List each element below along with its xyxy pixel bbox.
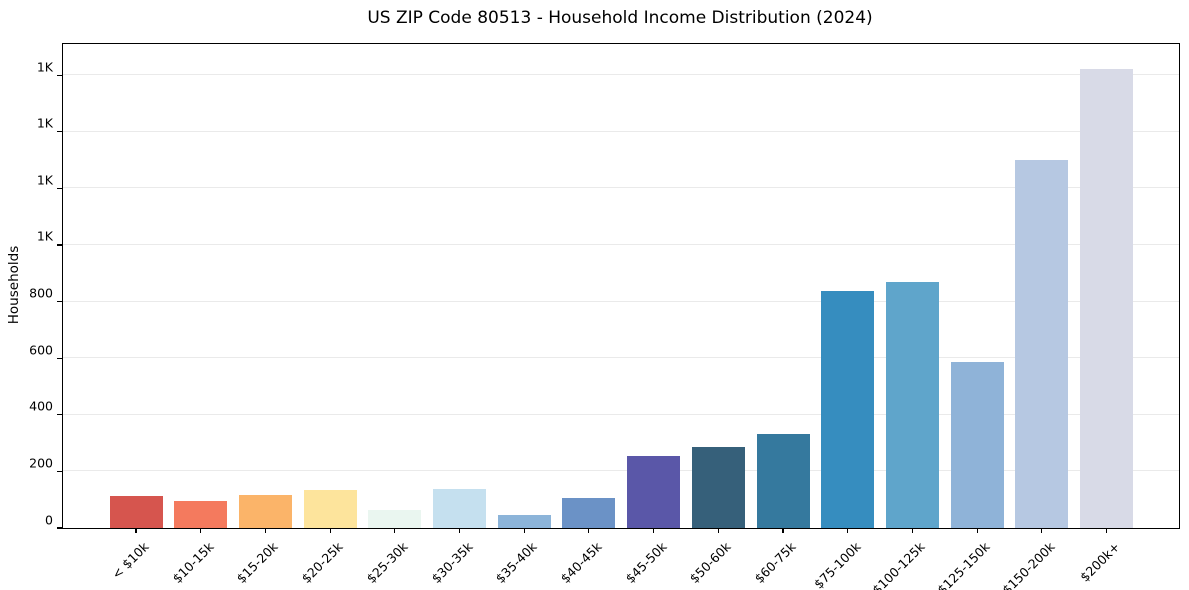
x-tick-label: $100-125k (869, 539, 928, 590)
x-tick-mark (200, 528, 202, 533)
x-tick-label: $60-75k (751, 539, 799, 587)
x-tick-mark (976, 528, 978, 533)
x-tick-mark (717, 528, 719, 533)
x-tick-label: $30-35k (428, 539, 476, 587)
x-tick-mark (394, 528, 396, 533)
x-tick-mark (847, 528, 849, 533)
gridline (63, 130, 1179, 132)
x-tick-mark (458, 528, 461, 533)
bar-6 (433, 489, 486, 528)
y-tick-mark (56, 244, 62, 246)
y-tick-label: 1K (36, 172, 53, 188)
y-tick-mark (56, 131, 62, 133)
x-tick-label: $20-25k (298, 539, 346, 587)
x-tick-label: $15-20k (233, 539, 281, 587)
x-tick-mark (1041, 528, 1043, 533)
x-tick-label: $25-30k (363, 539, 411, 587)
y-tick-mark (56, 357, 62, 359)
y-tick-label: 1K (36, 115, 53, 131)
bar-2 (174, 501, 228, 528)
x-tick-mark (329, 528, 331, 533)
y-tick-mark (56, 414, 62, 416)
x-tick-mark (782, 528, 784, 533)
gridline (63, 300, 1179, 302)
x-tick-mark (588, 528, 590, 533)
plot-area: 0 200 400 600 800 1K 1K 1K 1K < $10k $10-15k $15-20… (29, 43, 1180, 590)
x-tick-label: $125-150k (934, 539, 993, 590)
bar-3 (238, 494, 292, 528)
gridline (63, 413, 1179, 415)
x-tick-label: $75-100k (810, 539, 864, 590)
x-tick-label: $200k+ (1076, 539, 1123, 585)
x-tick-label: $45-50k (622, 539, 670, 587)
bar-13 (885, 281, 939, 528)
x-tick-label: $10-15k (169, 539, 217, 587)
x-tick-label: $40-45k (557, 539, 605, 587)
bar-12 (821, 290, 875, 528)
y-tick-mark (56, 527, 62, 529)
y-tick-label: 800 (29, 285, 53, 301)
x-tick-mark (1105, 528, 1108, 533)
x-tick-label: $35-40k (492, 539, 540, 587)
y-tick-label: 400 (29, 398, 53, 414)
bar-11 (756, 434, 810, 528)
x-tick-mark (264, 528, 266, 533)
gridline (63, 243, 1179, 245)
bar-8 (562, 498, 616, 528)
bar-16 (1080, 69, 1133, 528)
bar-5 (368, 510, 422, 528)
y-tick-label: 1K (36, 59, 53, 75)
y-tick-mark (56, 74, 62, 76)
gridline (63, 74, 1179, 76)
bar-14 (950, 362, 1004, 528)
y-tick-label: 1K (36, 228, 53, 244)
y-tick-mark (56, 470, 62, 472)
gridline (63, 357, 1179, 359)
y-tick-label: 200 (29, 455, 53, 471)
x-tick-label: $50-60k (686, 539, 734, 587)
bar-10 (691, 447, 745, 528)
y-tick-label: 0 (45, 512, 53, 527)
x-tick-mark (911, 528, 913, 533)
x-tick-mark (523, 528, 525, 533)
x-tick-mark (135, 528, 137, 533)
x-tick-mark (653, 528, 655, 533)
y-tick-mark (56, 187, 62, 189)
bar-15 (1015, 160, 1069, 528)
chart-title: US ZIP Code 80513 - Household Income Dis… (367, 8, 873, 28)
bar-7 (497, 515, 551, 528)
gridline (63, 187, 1179, 189)
y-tick-mark (56, 300, 62, 303)
y-tick-label: 600 (29, 342, 53, 358)
bar-9 (627, 456, 681, 528)
x-tick-label: $150-200k (999, 539, 1058, 590)
x-tick-label: < $10k (108, 539, 152, 582)
gridline (63, 470, 1179, 472)
bar-4 (303, 490, 357, 528)
bar-1 (109, 496, 163, 528)
